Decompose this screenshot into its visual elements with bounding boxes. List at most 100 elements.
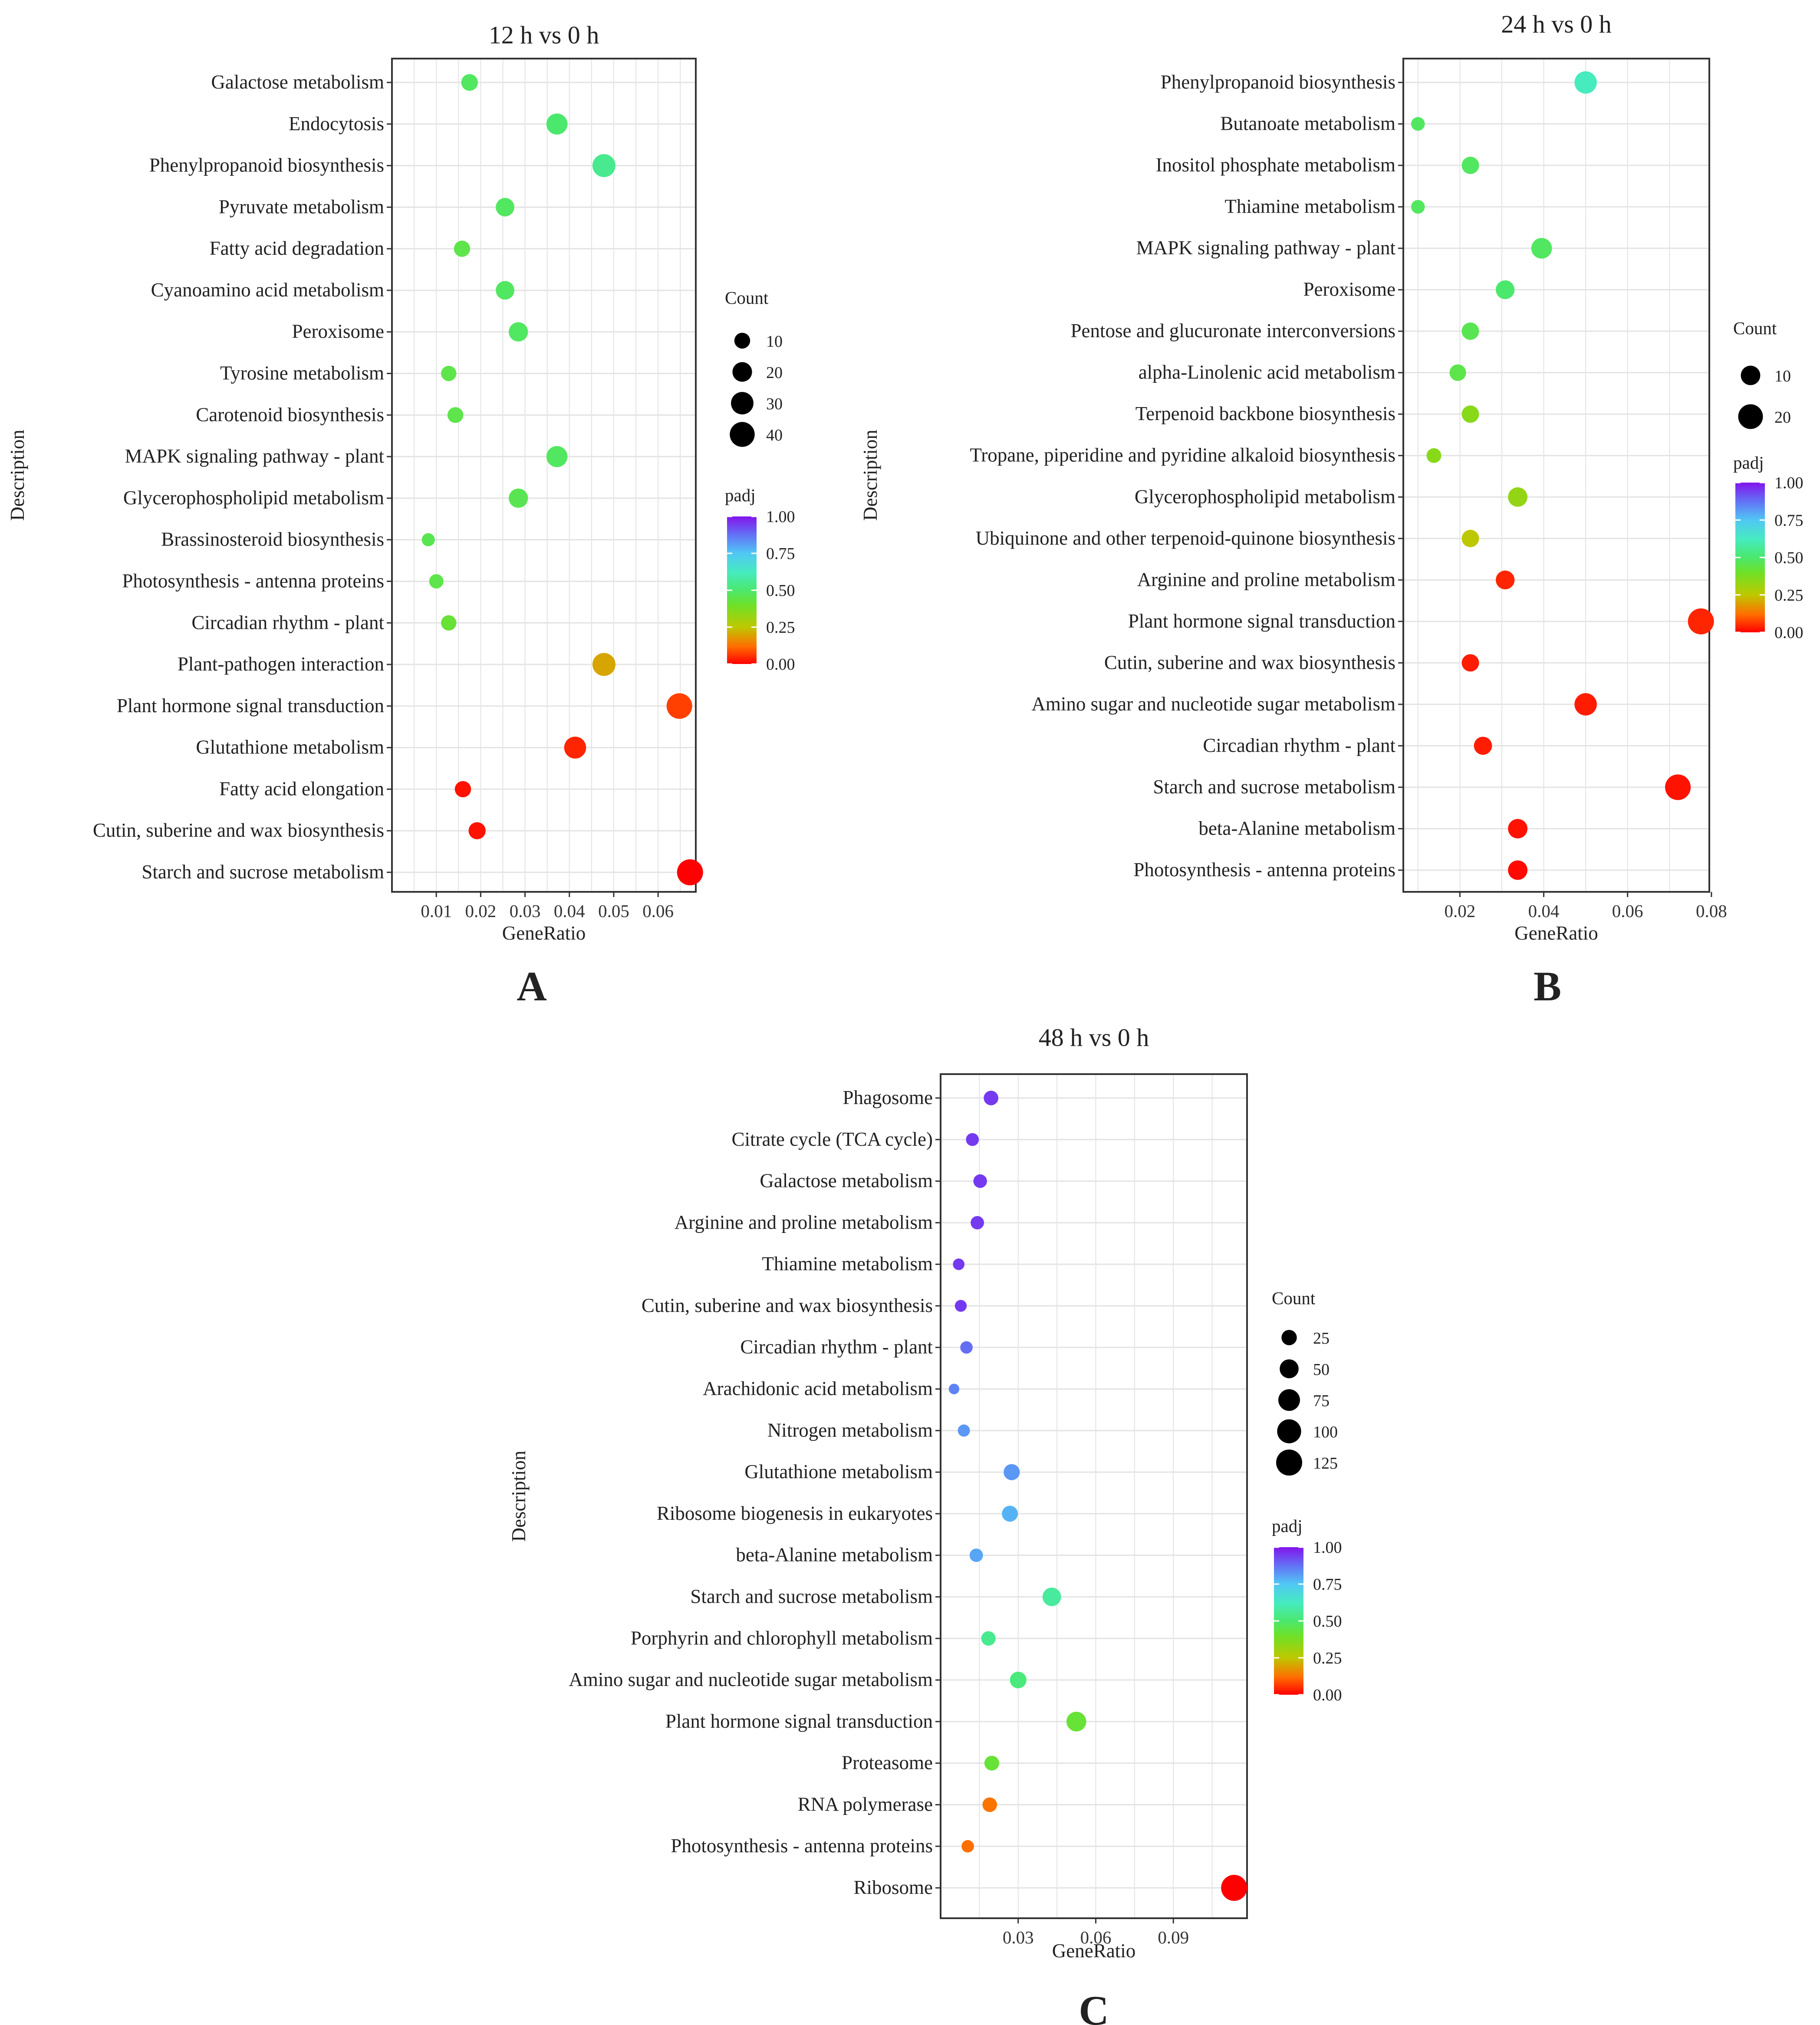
- x-tick-label: 0.02: [1445, 901, 1476, 921]
- count-legend-dot: [1277, 1419, 1301, 1443]
- category-label: Brassinosteroid biosynthesis: [161, 529, 384, 550]
- count-legend-label: 25: [1313, 1329, 1330, 1348]
- category-label: Circadian rhythm - plant: [740, 1336, 933, 1358]
- data-point: [982, 1797, 997, 1812]
- padj-legend-title: padj: [725, 485, 756, 505]
- count-legend-label: 125: [1313, 1454, 1338, 1473]
- category-label: Phenylpropanoid biosynthesis: [149, 155, 384, 176]
- count-legend-label: 10: [766, 332, 783, 351]
- data-point: [953, 1258, 965, 1270]
- count-legend-dot: [730, 422, 755, 447]
- category-label: Endocytosis: [289, 113, 384, 135]
- category-label: Photosynthesis - antenna proteins: [122, 570, 384, 592]
- category-label: Starch and sucrose metabolism: [1153, 776, 1395, 798]
- category-label: Citrate cycle (TCA cycle): [731, 1128, 933, 1150]
- padj-legend-label: 0.00: [1313, 1686, 1342, 1704]
- x-axis-label: GeneRatio: [1052, 1940, 1135, 1962]
- panel-A: 12 h vs 0 h Galactose metabolism Endocytos…: [7, 21, 795, 1009]
- plot-border: [391, 58, 697, 893]
- data-point: [958, 1424, 970, 1437]
- category-label: beta-Alanine metabolism: [1198, 817, 1395, 839]
- count-legend-dot: [1278, 1389, 1300, 1411]
- x-tick-label: 0.06: [1080, 1927, 1112, 1947]
- plot-area: [1403, 59, 1709, 892]
- category-label: Photosynthesis - antenna proteins: [1133, 859, 1395, 881]
- category-label: Circadian rhythm - plant: [1203, 734, 1395, 756]
- padj-legend-title: padj: [1272, 1516, 1303, 1536]
- data-point: [1449, 364, 1466, 381]
- count-legend-dot: [1280, 1359, 1299, 1378]
- category-label: Thiamine metabolism: [762, 1253, 933, 1275]
- data-point: [564, 736, 586, 759]
- padj-legend-label: 1.00: [1774, 474, 1804, 492]
- data-point: [454, 240, 471, 257]
- category-label: Amino sugar and nucleotide sugar metabol…: [569, 1669, 933, 1690]
- category-label: Butanoate metabolism: [1220, 113, 1395, 135]
- category-label: Carotenoid biosynthesis: [196, 404, 384, 425]
- x-axis-label: GeneRatio: [502, 922, 586, 944]
- data-point: [961, 1840, 974, 1853]
- x-tick-label: 0.04: [1528, 901, 1560, 921]
- category-label: Tropane, piperidine and pyridine alkaloi…: [970, 444, 1395, 466]
- category-label: Cutin, suberine and wax biosynthesis: [642, 1295, 933, 1316]
- x-tick-label: 0.06: [1612, 901, 1643, 921]
- category-label: Photosynthesis - antenna proteins: [671, 1835, 933, 1857]
- padj-legend-label: 0.25: [1774, 586, 1804, 605]
- data-point: [971, 1216, 984, 1229]
- count-legend-dot: [734, 332, 750, 349]
- data-point: [1496, 280, 1515, 299]
- category-label: Phenylpropanoid biosynthesis: [1161, 71, 1395, 93]
- category-label: Peroxisome: [1303, 279, 1395, 300]
- category-label: Nitrogen metabolism: [767, 1419, 933, 1441]
- data-point: [441, 365, 457, 381]
- count-legend-dot: [1276, 1450, 1302, 1476]
- chart-title: 24 h vs 0 h: [1501, 10, 1612, 38]
- category-label: Arginine and proline metabolism: [675, 1211, 933, 1233]
- data-point: [1574, 71, 1597, 94]
- x-tick-label: 0.03: [510, 901, 541, 921]
- category-label: Terpenoid backbone biosynthesis: [1135, 403, 1395, 424]
- panel-letter: B: [1534, 963, 1561, 1009]
- x-tick-label: 0.04: [554, 901, 585, 921]
- y-axis-label: Description: [508, 1451, 530, 1542]
- data-point: [509, 488, 528, 508]
- x-axis-label: GeneRatio: [1514, 922, 1598, 944]
- plot-area: [941, 1074, 1247, 1918]
- count-legend: Count 10 20 30 40: [725, 288, 783, 447]
- data-point: [546, 446, 568, 467]
- category-label: Arginine and proline metabolism: [1137, 569, 1395, 590]
- data-point: [984, 1091, 999, 1105]
- category-label: beta-Alanine metabolism: [736, 1544, 933, 1566]
- plot-border: [1402, 58, 1710, 893]
- data-point: [1461, 322, 1479, 340]
- count-legend-dot: [1281, 1330, 1297, 1345]
- x-tick-label: 0.01: [421, 901, 452, 921]
- category-label: Galactose metabolism: [211, 71, 384, 93]
- padj-legend-label: 0.50: [1774, 549, 1804, 567]
- data-point: [509, 322, 528, 342]
- data-point: [1508, 860, 1528, 880]
- grid: [1403, 59, 1709, 892]
- x-tick-label: 0.08: [1696, 901, 1727, 921]
- padj-legend: padj 1.00 0.75 0.50 0.25 0.00: [1733, 453, 1804, 642]
- data-point: [1665, 774, 1691, 800]
- category-label: MAPK signaling pathway - plant: [1136, 237, 1396, 259]
- category-label: Arachidonic acid metabolism: [703, 1378, 933, 1400]
- data-point: [546, 113, 568, 135]
- padj-legend-label: 0.50: [766, 582, 795, 600]
- padj-legend-label: 0.25: [766, 618, 795, 637]
- category-label: Peroxisome: [292, 321, 384, 342]
- count-legend-title: Count: [1272, 1288, 1316, 1308]
- count-legend-dot: [731, 392, 754, 414]
- data-point: [592, 154, 615, 178]
- plot-border: [940, 1073, 1248, 1919]
- category-label: Galactose metabolism: [760, 1170, 933, 1192]
- data-point: [461, 74, 478, 91]
- padj-legend-label: 0.75: [1774, 511, 1804, 529]
- data-point: [1508, 819, 1528, 838]
- data-point: [1461, 157, 1479, 174]
- data-point: [966, 1133, 979, 1146]
- data-point: [496, 281, 514, 300]
- data-point: [1688, 608, 1714, 634]
- padj-legend-label: 1.00: [766, 508, 795, 526]
